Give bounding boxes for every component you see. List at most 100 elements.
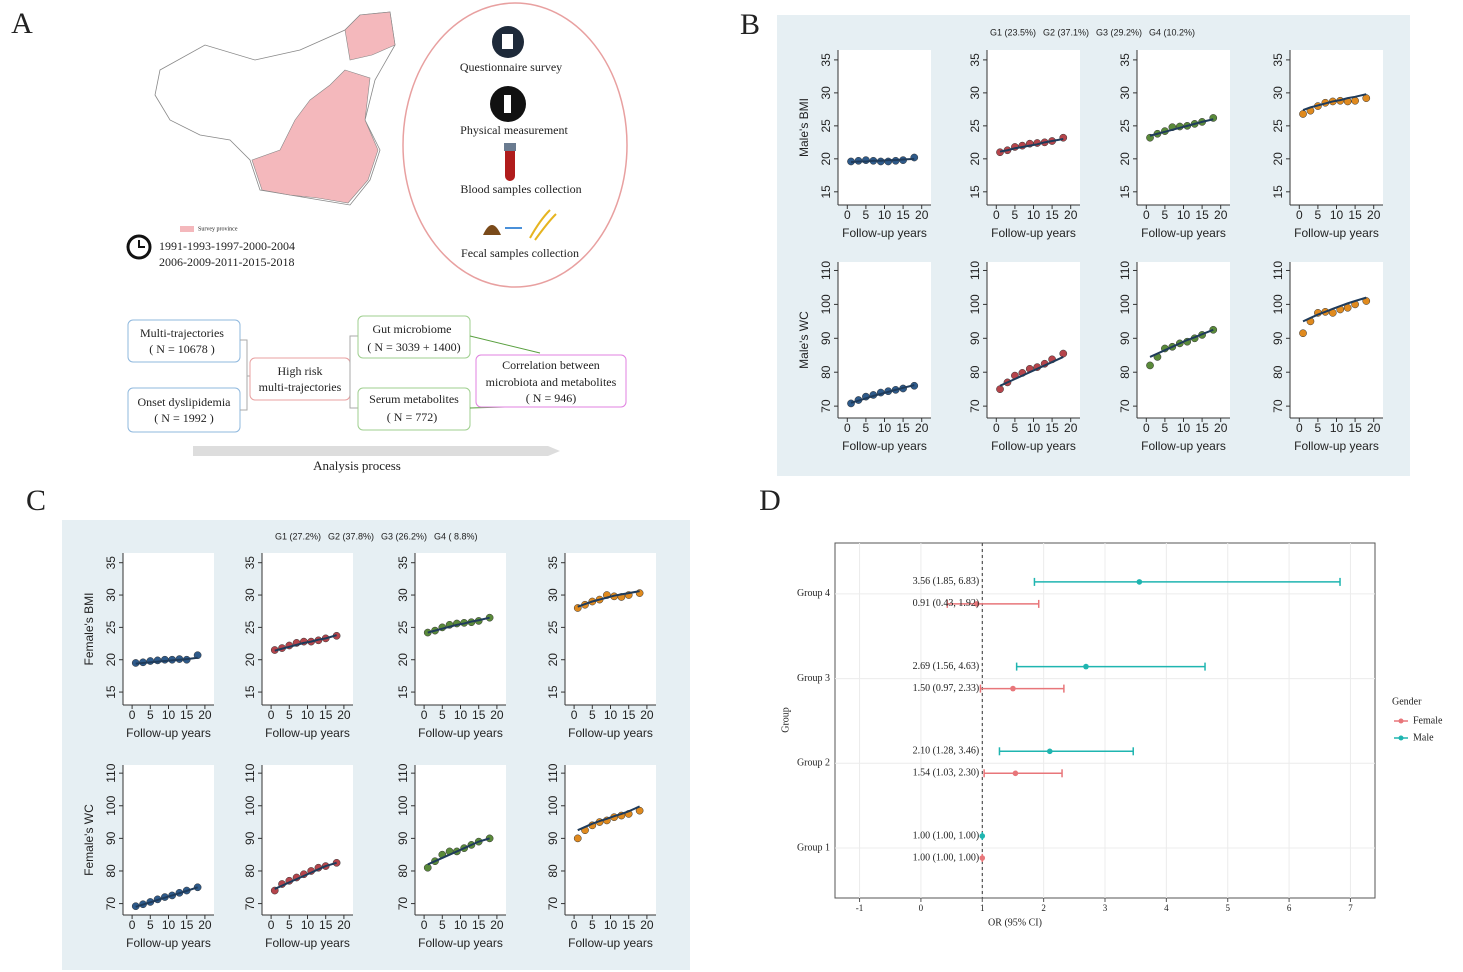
y-tick-label: 70 [819,399,833,413]
x-tick-label: 20 [1064,421,1078,435]
x-tick-label: 5 [1162,421,1169,435]
y-tick-label: 80 [104,864,118,878]
x-tick-label: 0 [1296,421,1303,435]
x-tick-label: 10 [1027,421,1041,435]
y-tick-label: 35 [1271,53,1285,67]
y-tick-label: 15 [243,685,257,699]
point [996,149,1003,156]
y-tick-label: 25 [546,620,560,634]
x-tick-label: 20 [1214,208,1228,222]
flow-text: microbiota and metabolites [486,375,617,389]
x-tick-label: 15 [472,918,486,932]
point [1146,362,1153,369]
x-axis-label: Follow-up years [1294,226,1379,240]
x-tick-label: 10 [162,918,176,932]
y-axis-label: Male's BMI [797,98,811,157]
x-tick-label: 0 [1143,421,1150,435]
x-tick-label: 0 [919,903,924,913]
y-tick-label: 30 [968,86,982,100]
x-axis-label: Follow-up years [1141,226,1226,240]
x-tick-label: 10 [1177,208,1191,222]
x-tick-label: 15 [622,918,636,932]
x-tick-label: 15 [1195,208,1209,222]
y-tick-label: 110 [546,763,560,782]
y-tick-label: 20 [396,653,410,667]
step: Physical measurement [460,123,568,137]
y-tick-label: 70 [1118,399,1132,413]
x-tick-label: 5 [863,208,870,222]
flow-text: ( N = 1992 ) [154,411,213,425]
point [1060,350,1067,357]
x-tick-label: 0 [1296,208,1303,222]
x-tick-label: 15 [180,708,194,722]
y-tick-label: 90 [819,331,833,345]
years: 2006-2009-2011-2015-2018 [159,255,295,269]
y-tick-label: 30 [1271,86,1285,100]
flow-text: ( N = 10678 ) [149,342,214,356]
plot-area [123,765,214,915]
x-tick-label: 5 [1162,208,1169,222]
y-tick-label: 15 [1271,185,1285,199]
point [1299,110,1306,117]
x-tick-label: 5 [286,918,293,932]
x-axis-label: Follow-up years [1141,439,1226,453]
plot-area [987,50,1080,205]
step: Questionnaire survey [460,60,562,74]
point [979,833,985,839]
y-tick-label: 30 [104,588,118,602]
y-tick-label: 90 [396,831,410,845]
legend-key [1399,719,1404,724]
group-label: G1 (23.5%) [990,27,1036,37]
y-tick-label: 110 [819,261,833,280]
step: Blood samples collection [460,182,581,196]
x-tick-label: 0 [268,708,275,722]
y-tick-label: 25 [1271,119,1285,133]
point [862,157,869,164]
point [1137,579,1143,585]
y-tick-label: 35 [968,53,982,67]
y-tick-label: 15 [968,185,982,199]
panel-label: D [759,484,781,517]
legend-label: Female [1413,715,1443,726]
point [1047,749,1053,755]
point [979,855,985,861]
y-tick-label: 25 [104,620,118,634]
y-tick-label: 90 [1118,331,1132,345]
y-tick-label: 35 [1118,53,1132,67]
y-tick-label: 30 [819,86,833,100]
point [1083,664,1089,670]
x-tick-label: 0 [129,708,136,722]
x-tick-label: 10 [454,918,468,932]
flow-text: Serum metabolites [369,392,459,406]
map: Survey province 1991-1993-1997-2000-2004… [128,12,395,269]
y-tick-label: 90 [243,831,257,845]
x-tick-label: 3 [1103,903,1108,913]
plot-area [1137,262,1230,418]
plot-area [1290,262,1383,418]
x-axis-label: Follow-up years [265,936,350,950]
panel-label: B [740,8,760,41]
y-tick-label: 35 [546,556,560,570]
x-tick-label: 10 [604,918,618,932]
x-axis-label: Follow-up years [568,936,653,950]
y-tick-label: 70 [1271,399,1285,413]
step: Fecal samples collection [461,246,579,260]
x-tick-label: 0 [129,918,136,932]
x-tick-label: 15 [896,208,910,222]
y-tick-label: 30 [396,588,410,602]
y-tick-label: 70 [243,897,257,911]
y-tick-label: 25 [243,620,257,634]
x-tick-label: 20 [915,421,929,435]
y-tick-label: 80 [1118,365,1132,379]
years: 1991-1993-1997-2000-2004 [159,239,295,253]
y-tick-label: 20 [968,152,982,166]
point [574,835,581,842]
x-axis-label: Follow-up years [842,439,927,453]
x-tick-label: 10 [1177,421,1191,435]
x-tick-label: 10 [1330,208,1344,222]
group-label: G2 (37.8%) [328,531,374,541]
y-tick-label: 25 [968,119,982,133]
x-tick-label: 10 [878,421,892,435]
x-tick-label: 10 [301,918,315,932]
x-tick-label: 5 [1315,421,1322,435]
